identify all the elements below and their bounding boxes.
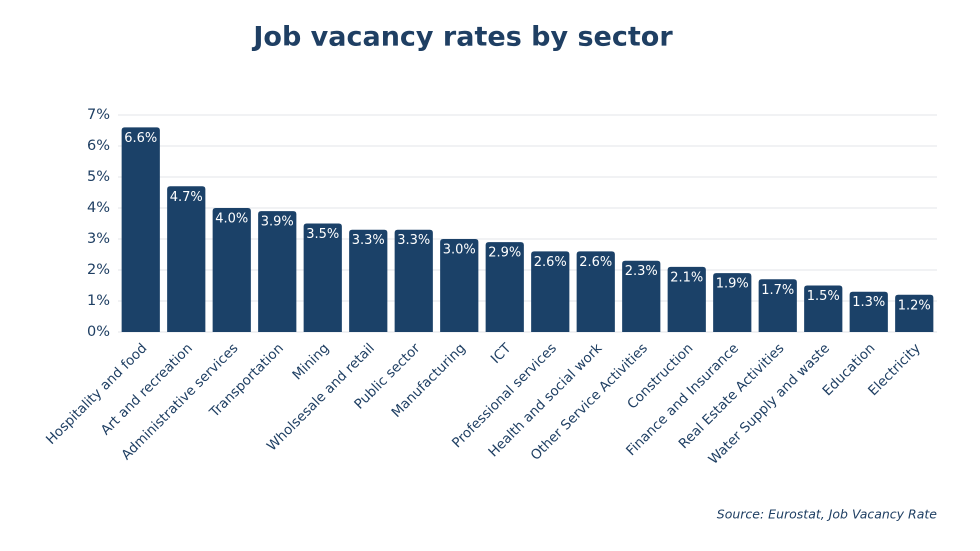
- bar: [804, 285, 843, 332]
- bar: [349, 229, 388, 332]
- value-label: 2.6%: [534, 255, 567, 270]
- x-tick-label: ICT: [488, 340, 515, 367]
- y-tick-label: 0%: [87, 324, 110, 340]
- value-label: 3.3%: [397, 233, 430, 248]
- y-tick-label: 6%: [87, 138, 110, 154]
- y-tick-label: 3%: [87, 231, 110, 247]
- bar: [713, 273, 752, 332]
- value-label: 2.9%: [488, 246, 521, 261]
- value-label: 4.0%: [215, 212, 248, 227]
- bar: [303, 223, 342, 332]
- value-label: 2.3%: [625, 264, 658, 279]
- bar: [258, 211, 297, 332]
- bar: [667, 266, 706, 332]
- value-label: 2.1%: [670, 270, 703, 285]
- value-label: 3.0%: [443, 243, 476, 258]
- value-label: 1.3%: [852, 295, 885, 310]
- bar: [394, 229, 433, 332]
- value-label: 1.5%: [807, 289, 840, 304]
- bar: [212, 208, 251, 332]
- value-label: 3.9%: [261, 215, 294, 230]
- y-tick-label: 2%: [87, 262, 110, 278]
- bar: [622, 260, 661, 332]
- bar: [849, 291, 888, 332]
- y-tick-label: 1%: [87, 293, 110, 309]
- bar: [440, 239, 479, 332]
- y-tick-label: 7%: [87, 107, 110, 123]
- bar: [485, 242, 524, 332]
- bar: [531, 251, 570, 332]
- value-label: 3.5%: [306, 227, 339, 242]
- value-label: 1.9%: [716, 277, 749, 292]
- bar: [895, 294, 934, 332]
- bar: [576, 251, 615, 332]
- x-tick-label: Mining: [289, 340, 332, 383]
- value-label: 1.7%: [761, 283, 794, 298]
- value-label: 1.2%: [898, 298, 931, 313]
- value-label: 4.7%: [170, 190, 203, 205]
- value-label: 2.6%: [579, 255, 612, 270]
- value-label: 6.6%: [124, 131, 157, 146]
- chart-title: Job vacancy rates by sector: [251, 22, 673, 53]
- bar: [167, 186, 206, 332]
- y-tick-label: 5%: [87, 169, 110, 185]
- y-tick-label: 4%: [87, 200, 110, 216]
- bar: [121, 127, 160, 333]
- bar: [758, 279, 797, 332]
- value-label: 3.3%: [352, 233, 385, 248]
- source-note: Source: Eurostat, Job Vacancy Rate: [717, 507, 938, 522]
